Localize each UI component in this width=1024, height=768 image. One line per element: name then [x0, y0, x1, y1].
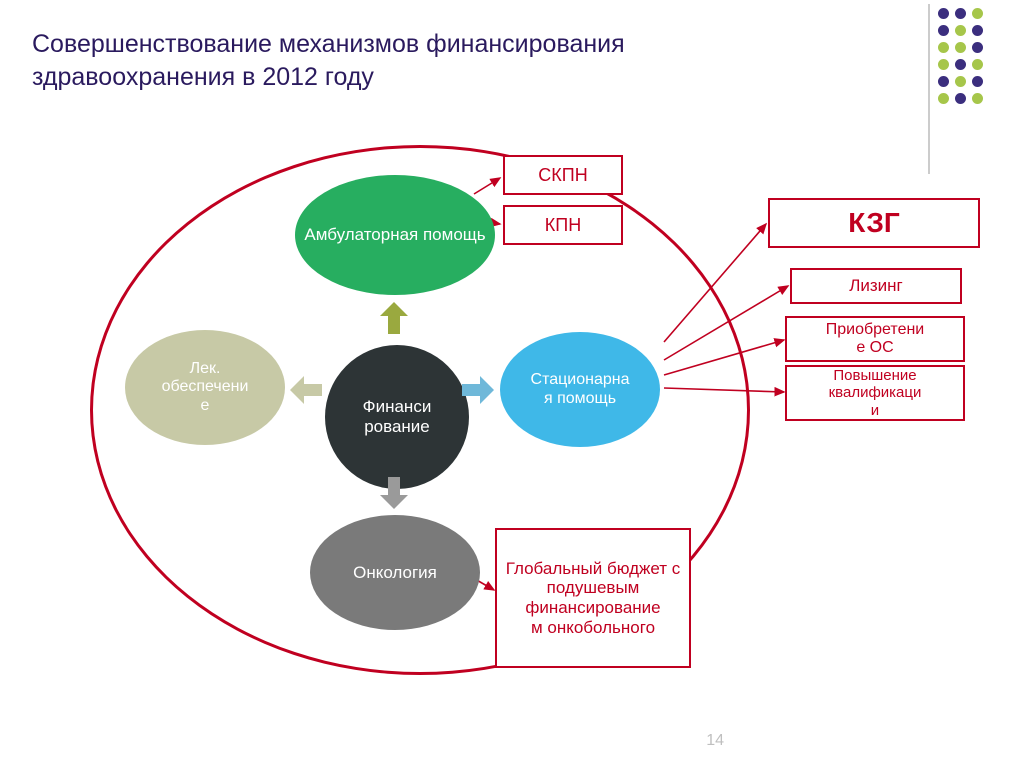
box-oncobox: Глобальный бюджет с подушевым финансиров… — [495, 528, 691, 668]
decoration-dot — [938, 8, 949, 19]
decoration-dot — [955, 59, 966, 70]
satellite-top: Амбулаторная помощь — [295, 175, 495, 295]
box-kzg: КЗГ — [768, 198, 980, 248]
decoration-dot — [972, 42, 983, 53]
decoration-dot — [955, 25, 966, 36]
satellite-bottom: Онкология — [310, 515, 480, 630]
box-skpn: СКПН — [503, 155, 623, 195]
satellite-left: Лек.обеспечение — [125, 330, 285, 445]
center-node: Финансирование — [325, 345, 469, 489]
decoration-dot — [955, 76, 966, 87]
diagram-stage: Финансирование Амбулаторная помощьСтацион… — [0, 120, 1024, 760]
decoration-dot — [938, 25, 949, 36]
decoration-dot — [955, 8, 966, 19]
box-qual: Повышение квалификации — [785, 365, 965, 421]
box-acq: Приобретение ОС — [785, 316, 965, 362]
decoration-dot — [972, 59, 983, 70]
decoration-dot — [972, 93, 983, 104]
decoration-dot — [955, 42, 966, 53]
inner-arrow-left — [288, 372, 324, 408]
decoration-dot — [972, 8, 983, 19]
box-leasing: Лизинг — [790, 268, 962, 304]
decoration-dot — [955, 93, 966, 104]
decoration-dot — [938, 59, 949, 70]
satellite-right: Стационарная помощь — [500, 332, 660, 447]
decoration-dot — [972, 25, 983, 36]
page-title: Совершенствование механизмов финансирова… — [32, 28, 812, 93]
box-kpn: КПН — [503, 205, 623, 245]
decoration-dot — [938, 76, 949, 87]
page-number: 14 — [706, 732, 724, 750]
inner-arrow-right — [460, 372, 496, 408]
decoration-dots — [938, 8, 994, 104]
decoration-dot — [938, 42, 949, 53]
inner-arrow-up — [376, 300, 412, 336]
decoration-dot — [938, 93, 949, 104]
decoration-dot — [972, 76, 983, 87]
inner-arrow-down — [376, 475, 412, 511]
